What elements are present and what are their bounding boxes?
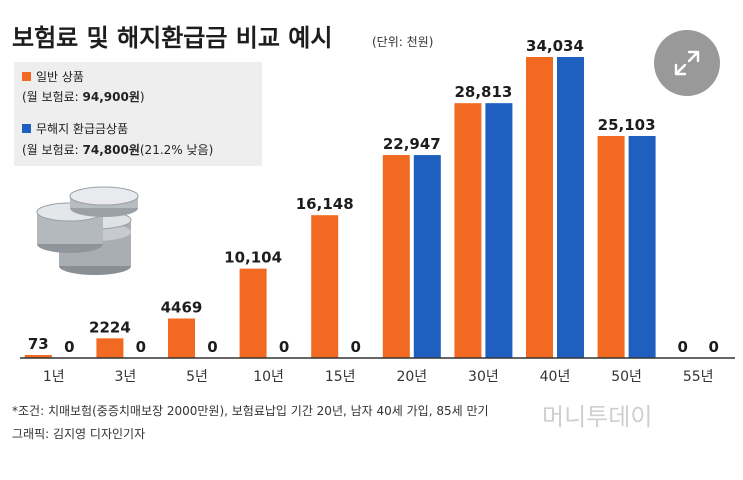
value-label-no-surrender-1: 0 <box>136 338 146 356</box>
chart-title: 보험료 및 해지환급금 비교 예시 <box>12 24 332 52</box>
bar-general-3 <box>239 268 267 358</box>
footnote-credit: 그래픽: 김지영 디자인기자 <box>12 427 145 441</box>
bar-general-5 <box>382 155 410 358</box>
value-label-general-2: 4469 <box>161 298 203 316</box>
value-label-no-surrender-9: 0 <box>708 338 718 356</box>
bar-general-7 <box>526 57 553 358</box>
legend-swatch-general <box>22 72 31 81</box>
legend-detail-general-prefix: (월 보험료: <box>22 90 83 104</box>
value-label-general-3: 10,104 <box>224 249 282 267</box>
value-label-general-9: 0 <box>677 338 687 356</box>
value-label-general-0: 73 <box>28 335 49 353</box>
chart-unit: (단위: 천원) <box>372 34 433 49</box>
x-tick-label-7: 40년 <box>540 369 571 385</box>
value-label-general-8: 25,103 <box>598 116 656 134</box>
x-tick-label-0: 1년 <box>43 369 65 385</box>
legend-swatch-no-surrender <box>22 124 31 133</box>
x-tick-label-1: 3년 <box>115 369 137 385</box>
legend-detail-general: (월 보험료: 94,900원) <box>22 90 145 104</box>
value-label-general-6: 28,813 <box>454 83 512 101</box>
bar-no-surrender-5 <box>413 155 441 358</box>
value-label-general-4: 16,148 <box>296 195 354 213</box>
bar-no-surrender-7 <box>557 57 584 358</box>
legend: 일반 상품 (월 보험료: 94,900원) 무해지 환급금상품 (월 보험료:… <box>14 62 262 166</box>
value-label-no-surrender-0: 0 <box>64 338 74 356</box>
bar-group: 73 0 2224 0 4469 0 10,104 0 16,148 0 22,947 28,813 3… <box>24 37 719 358</box>
value-label-general-1: 2224 <box>89 318 131 336</box>
legend-detail-no-surrender: (월 보험료: 74,800원(21.2% 낮음) <box>22 143 213 157</box>
legend-label-general: 일반 상품 <box>36 70 84 84</box>
legend-detail-general-value: 94,900원 <box>83 90 140 104</box>
legend-label-no-surrender: 무해지 환급금상품 <box>36 122 128 136</box>
footnote-condition: *조건: 치매보험(중증치매보장 2000만원), 보험료납입 기간 20년, … <box>12 404 489 418</box>
x-tick-label-6: 30년 <box>468 369 499 385</box>
watermark-text: 머니투데이 <box>542 403 652 431</box>
value-label-no-surrender-4: 0 <box>350 338 360 356</box>
legend-box <box>14 62 262 166</box>
bar-general-1 <box>96 338 124 358</box>
x-tick-label-4: 15년 <box>325 369 356 385</box>
x-tick-label-5: 20년 <box>396 369 427 385</box>
expand-icon <box>674 50 700 76</box>
bar-no-surrender-6 <box>485 103 513 358</box>
x-tick-label-8: 50년 <box>611 369 642 385</box>
value-label-no-surrender-3: 0 <box>279 338 289 356</box>
bar-general-8 <box>597 135 625 358</box>
bar-general-6 <box>454 103 482 358</box>
value-label-general-5: 22,947 <box>383 135 441 153</box>
expand-button[interactable] <box>654 30 720 96</box>
bar-no-surrender-8 <box>628 135 656 358</box>
legend-detail-no-surrender-value: 74,800원 <box>83 143 140 157</box>
legend-detail-no-surrender-suffix: (21.2% 낮음) <box>140 143 213 157</box>
x-tick-label-9: 55년 <box>683 369 714 385</box>
legend-detail-general-suffix: ) <box>140 90 145 104</box>
coin-stack-illustration <box>36 186 139 275</box>
value-label-no-surrender-2: 0 <box>207 338 217 356</box>
x-tick-label-2: 5년 <box>186 369 208 385</box>
legend-detail-no-surrender-prefix: (월 보험료: <box>22 143 83 157</box>
bar-general-2 <box>168 318 195 358</box>
bar-general-4 <box>311 215 339 358</box>
x-axis-ticks: 1년 3년 5년 10년 15년 20년 30년 40년 50년 55년 <box>43 369 714 385</box>
value-label-general-7: 34,034 <box>526 37 584 55</box>
x-tick-label-3: 10년 <box>253 369 284 385</box>
bar-general-0 <box>24 355 52 358</box>
